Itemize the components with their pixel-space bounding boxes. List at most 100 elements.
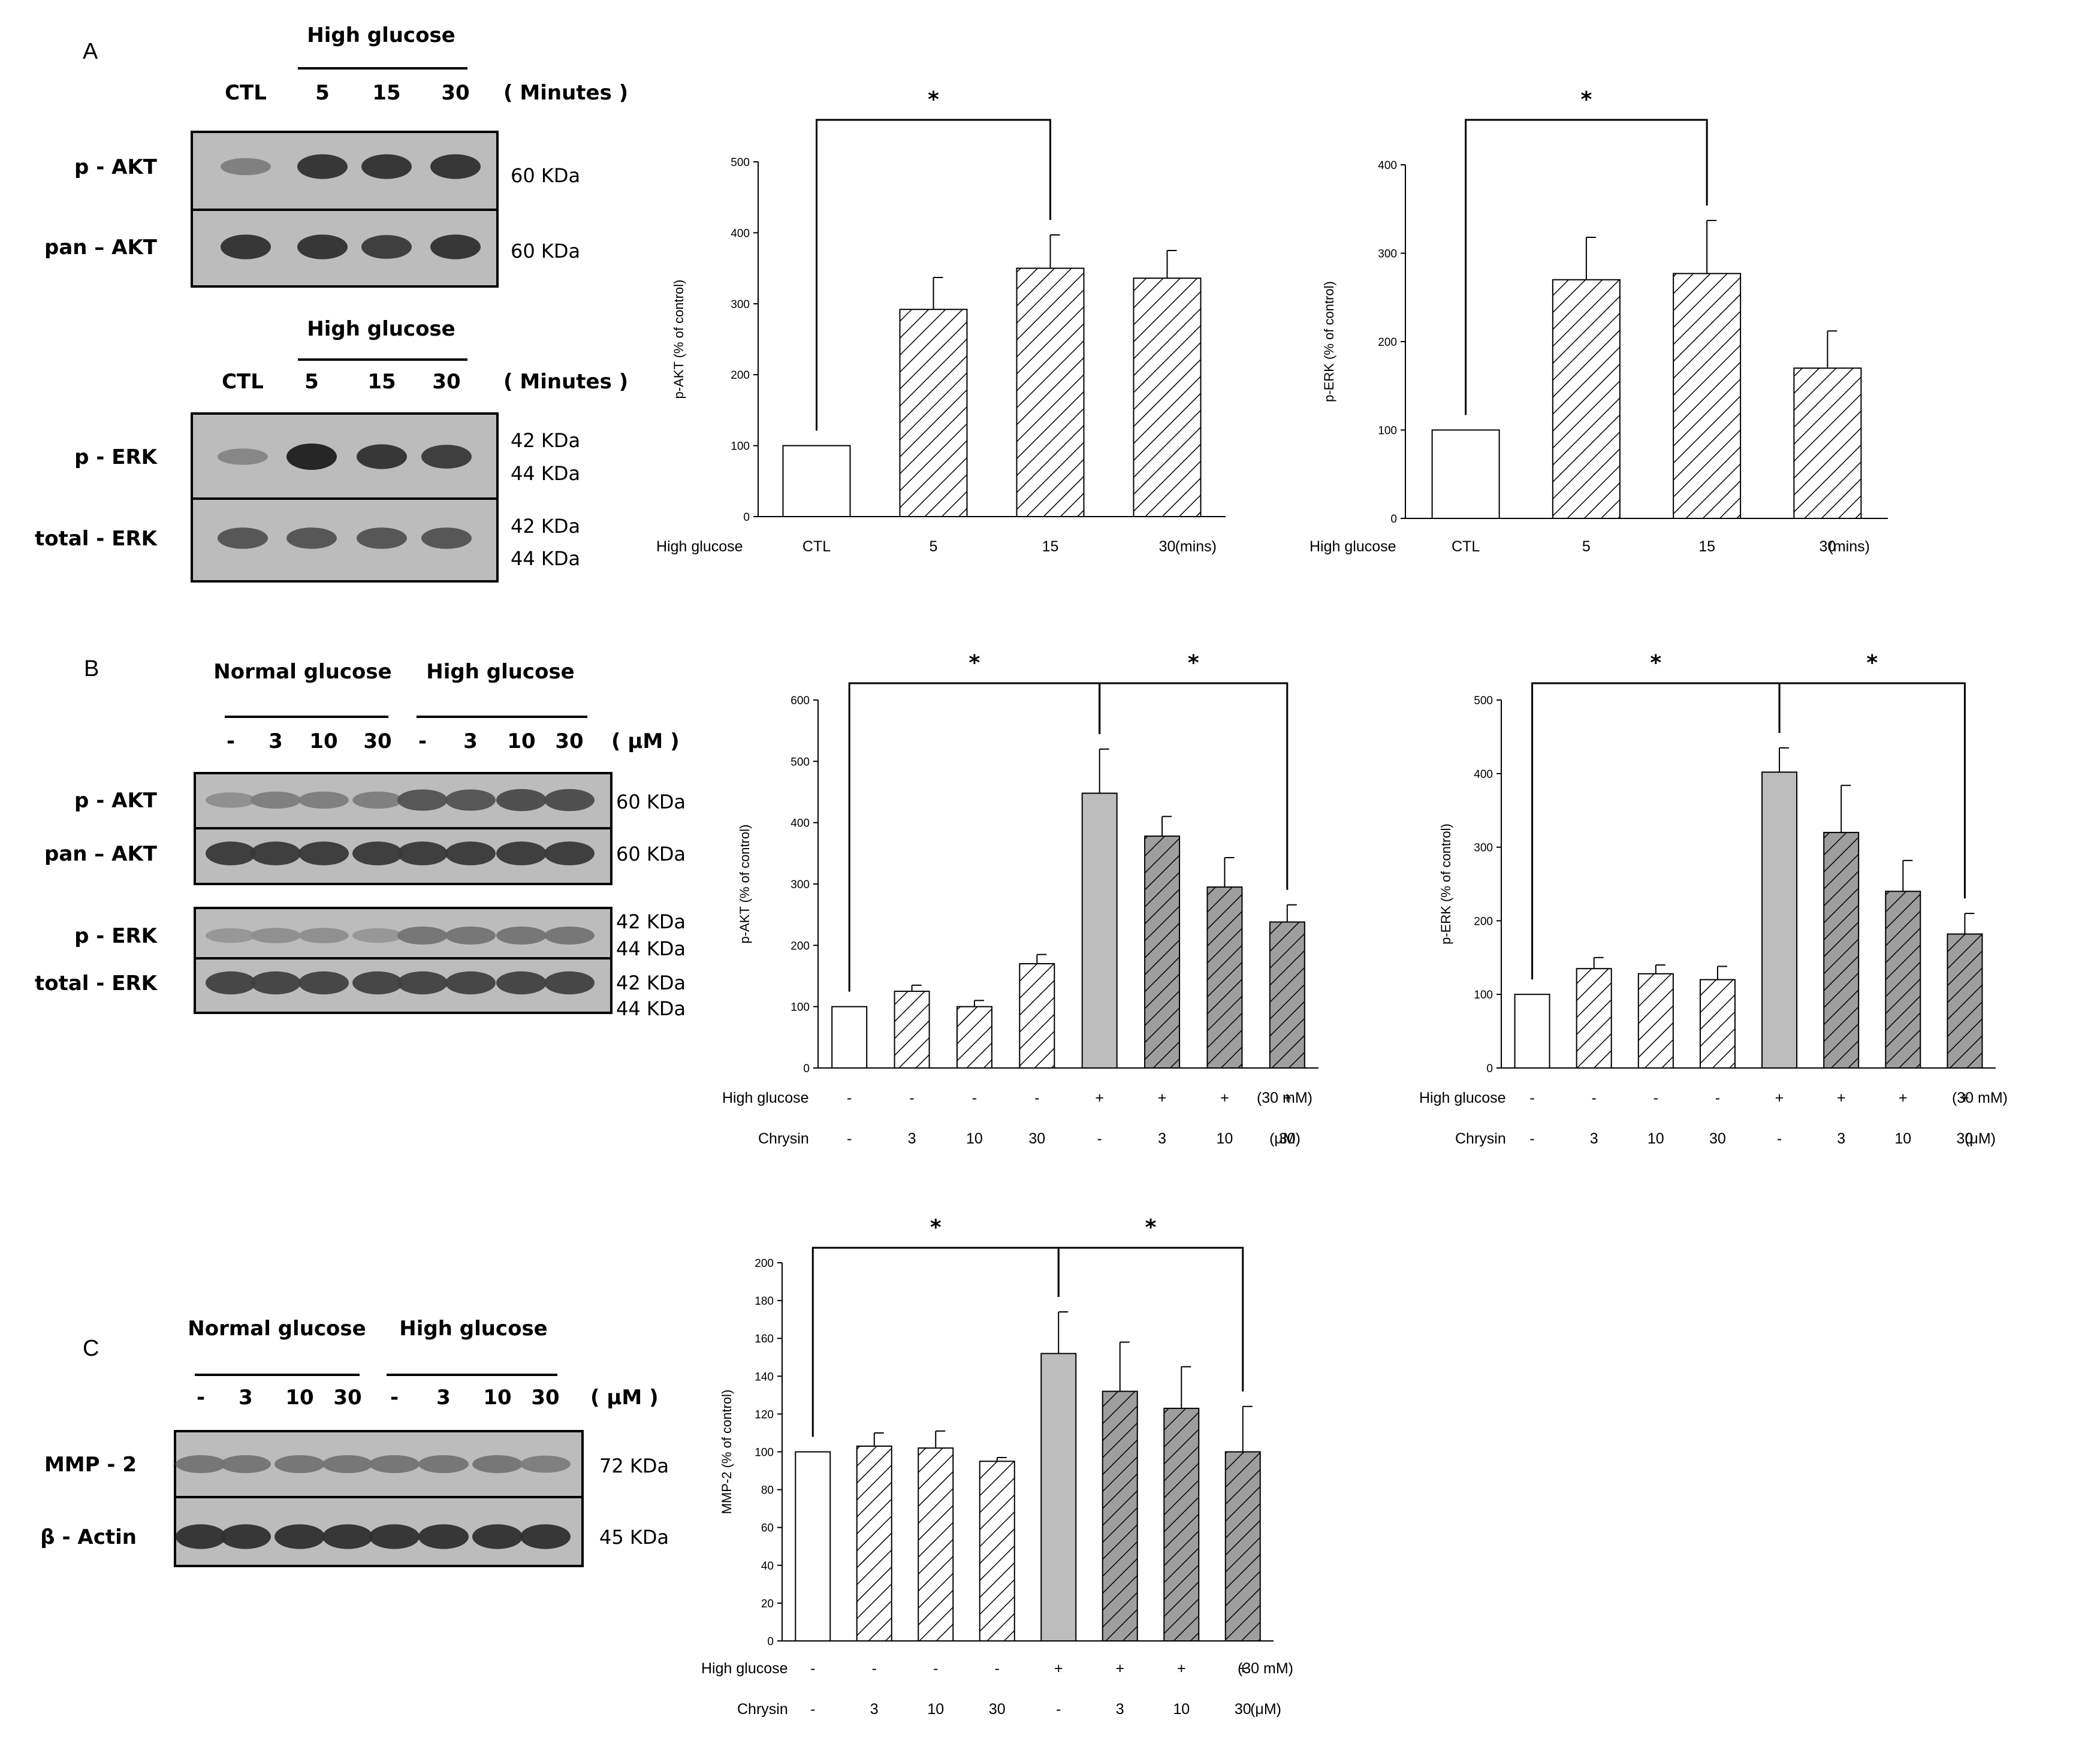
y-axis-label: p-AKT (% of control) bbox=[737, 825, 752, 944]
blot-band bbox=[251, 971, 301, 995]
y-tick-label: 20 bbox=[761, 1598, 774, 1610]
bar bbox=[899, 309, 968, 517]
y-tick-label: 600 bbox=[790, 695, 810, 707]
blot-band bbox=[357, 444, 407, 469]
significance-star: * bbox=[1650, 651, 1661, 675]
blot-lane-label: - bbox=[390, 1386, 399, 1410]
x-row-label: High glucose bbox=[656, 538, 743, 555]
blot-band bbox=[251, 841, 301, 865]
blot-band bbox=[322, 1524, 373, 1549]
blot-lane-label: 5 bbox=[304, 370, 319, 394]
y-tick-label: 120 bbox=[755, 1408, 774, 1421]
y-tick-label: 200 bbox=[731, 369, 750, 382]
y-tick-label: 0 bbox=[1390, 513, 1397, 526]
blot-header: Normal glucose bbox=[188, 1317, 366, 1341]
x-tick-label-2: 10 bbox=[966, 1130, 983, 1147]
x-tick-label: + bbox=[1054, 1660, 1063, 1677]
blot-band bbox=[544, 789, 595, 811]
y-axis-label: MMP-2 (% of control) bbox=[719, 1390, 734, 1514]
y-tick-label: 400 bbox=[731, 227, 750, 240]
significance-star: * bbox=[930, 1215, 942, 1240]
blot-band bbox=[274, 1524, 325, 1549]
significance-bracket bbox=[1465, 119, 1708, 415]
x-tick-label-2: 10 bbox=[927, 1701, 944, 1718]
blot-row-label: pan – AKT bbox=[44, 842, 158, 866]
bar bbox=[918, 1447, 954, 1642]
blot-kda-label: 42 KDa bbox=[511, 429, 580, 452]
bar bbox=[979, 1461, 1015, 1642]
x-unit-label: (30 mM) bbox=[1238, 1660, 1293, 1677]
blot-band bbox=[298, 928, 349, 943]
blot-lane-label: 3 bbox=[239, 1386, 253, 1410]
x-unit-label: (mins) bbox=[1175, 538, 1217, 555]
bar bbox=[782, 445, 851, 517]
blot-band bbox=[544, 971, 595, 995]
blot-lane-label: - bbox=[418, 729, 427, 753]
blot-band bbox=[352, 971, 403, 995]
y-tick-label: 200 bbox=[1378, 336, 1397, 349]
significance-bracket bbox=[811, 1247, 1060, 1437]
bar bbox=[1144, 835, 1181, 1069]
y-tick-label: 0 bbox=[1486, 1063, 1493, 1075]
x-row-label: High glucose bbox=[701, 1660, 788, 1677]
x-unit2-label: (μM) bbox=[1250, 1701, 1281, 1718]
x-tick-label-2: 30 bbox=[1709, 1130, 1726, 1147]
x-tick-label: CTL bbox=[802, 538, 831, 555]
blot-band bbox=[251, 791, 301, 809]
chart-a_pakt: 0 100 200 300 400 500 p-AKT (% of control) High… bbox=[656, 88, 1226, 555]
x-tick-label-2: 10 bbox=[1217, 1130, 1233, 1147]
y-tick-label: 40 bbox=[761, 1560, 774, 1573]
blot-kda-label: 42 KDa bbox=[616, 910, 686, 933]
bar bbox=[1885, 891, 1921, 1069]
x-tick-label-2: 3 bbox=[1116, 1701, 1124, 1718]
blot-kda-label: 44 KDa bbox=[616, 997, 686, 1020]
blot-band bbox=[544, 927, 595, 945]
x-row2-label: Chrysin bbox=[1455, 1130, 1506, 1147]
x-row-label: High glucose bbox=[722, 1090, 809, 1106]
x-tick-label: 5 bbox=[930, 538, 938, 555]
y-tick-label: 100 bbox=[1378, 425, 1397, 437]
blot-band bbox=[418, 1524, 469, 1549]
x-tick-label-2: 3 bbox=[870, 1701, 879, 1718]
x-tick-label: - bbox=[909, 1090, 914, 1106]
blot-lane-label: CTL bbox=[225, 81, 267, 105]
blot-band bbox=[397, 927, 448, 945]
bar bbox=[1761, 771, 1798, 1069]
y-tick-label: 500 bbox=[1474, 695, 1493, 707]
x-row2-label: Chrysin bbox=[758, 1130, 809, 1147]
bar bbox=[1823, 832, 1860, 1069]
bar bbox=[856, 1446, 892, 1642]
y-tick-label: 300 bbox=[731, 298, 750, 311]
bar bbox=[1163, 1407, 1200, 1642]
blot-band bbox=[352, 928, 403, 943]
blot-header: High glucose bbox=[307, 317, 455, 341]
x-unit-label: (30 mM) bbox=[1952, 1090, 2008, 1106]
significance-bracket bbox=[1778, 682, 1966, 899]
blot-lane-label: 3 bbox=[436, 1386, 451, 1410]
blot-membrane bbox=[194, 907, 612, 1014]
y-tick-label: 300 bbox=[1378, 248, 1397, 261]
x-tick-label: - bbox=[810, 1660, 815, 1677]
x-tick-label: 30 bbox=[1159, 538, 1176, 555]
blot-lane-label: 30 bbox=[333, 1386, 361, 1410]
blot-band bbox=[221, 158, 271, 176]
blot-band bbox=[430, 154, 481, 179]
bar bbox=[1224, 1451, 1261, 1642]
y-tick-label: 400 bbox=[1474, 768, 1493, 781]
blot-kda-label: 60 KDa bbox=[616, 843, 686, 865]
blot-kda-label: 42 KDa bbox=[511, 515, 580, 538]
x-tick-label-2: 30 bbox=[1279, 1130, 1296, 1147]
y-tick-label: 100 bbox=[731, 440, 750, 453]
blot-band bbox=[520, 1524, 571, 1549]
blot-band bbox=[496, 841, 547, 865]
x-tick-label: CTL bbox=[1452, 538, 1480, 555]
x-tick-label-2: - bbox=[1529, 1130, 1534, 1147]
blot-band bbox=[176, 1524, 226, 1549]
bar bbox=[1016, 267, 1085, 517]
blot-lane-label: 30 bbox=[555, 729, 583, 753]
x-tick-label: - bbox=[972, 1090, 977, 1106]
bar bbox=[956, 1006, 992, 1069]
x-tick-label: + bbox=[1220, 1090, 1229, 1106]
x-tick-label-2: 3 bbox=[1837, 1130, 1845, 1147]
blot-header: High glucose bbox=[307, 23, 455, 47]
